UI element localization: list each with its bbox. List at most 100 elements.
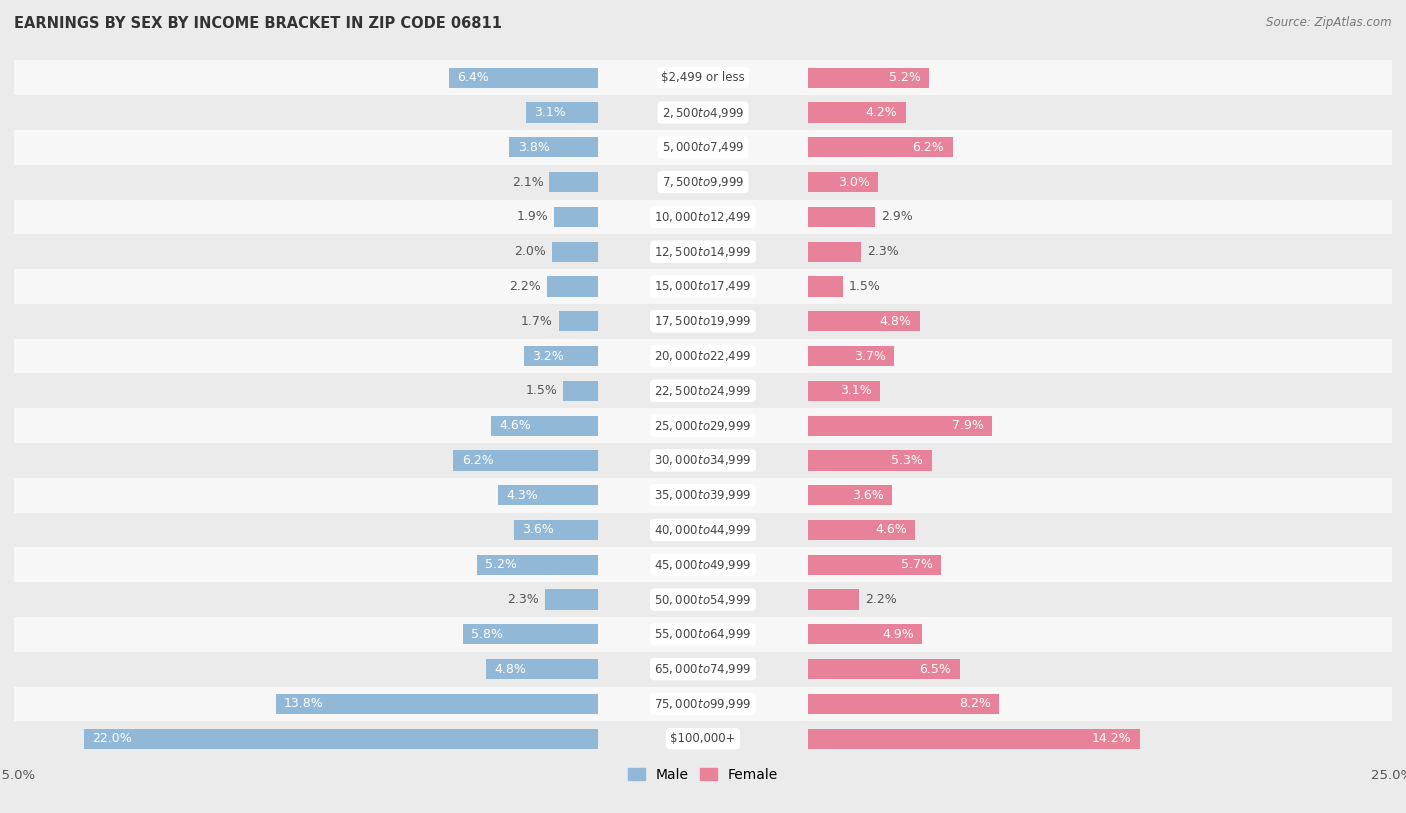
Text: 4.6%: 4.6% — [875, 524, 907, 537]
Text: 3.1%: 3.1% — [841, 385, 872, 398]
Bar — [807, 207, 876, 227]
Bar — [14, 234, 1392, 269]
Text: 5.3%: 5.3% — [891, 454, 924, 467]
Text: 3.0%: 3.0% — [838, 176, 869, 189]
Bar — [14, 95, 1392, 130]
Bar — [564, 380, 599, 401]
Bar — [807, 276, 842, 297]
Text: 7.9%: 7.9% — [952, 420, 984, 433]
Text: $65,000 to $74,999: $65,000 to $74,999 — [654, 662, 752, 676]
Bar — [550, 172, 599, 192]
Text: 4.2%: 4.2% — [866, 106, 897, 119]
Bar — [807, 728, 1139, 749]
Text: 3.7%: 3.7% — [853, 350, 886, 363]
Bar — [14, 443, 1392, 478]
Bar — [807, 102, 905, 123]
Bar — [807, 624, 922, 645]
Text: 13.8%: 13.8% — [284, 698, 323, 711]
Text: 6.2%: 6.2% — [461, 454, 494, 467]
Bar — [807, 380, 880, 401]
Bar — [807, 450, 932, 471]
Text: $35,000 to $39,999: $35,000 to $39,999 — [654, 488, 752, 502]
Bar — [544, 589, 599, 610]
Text: $100,000+: $100,000+ — [671, 733, 735, 746]
Text: 2.9%: 2.9% — [882, 211, 912, 224]
Bar — [498, 485, 599, 506]
Bar — [14, 582, 1392, 617]
Text: 6.5%: 6.5% — [920, 663, 952, 676]
Bar — [14, 686, 1392, 721]
Bar — [807, 415, 993, 436]
Bar — [453, 450, 599, 471]
Bar — [14, 60, 1392, 95]
Bar — [14, 547, 1392, 582]
Bar — [547, 276, 599, 297]
Bar — [14, 721, 1392, 756]
Text: $2,500 to $4,999: $2,500 to $4,999 — [662, 106, 744, 120]
Bar — [509, 137, 599, 158]
Bar — [807, 67, 929, 88]
Text: 22.0%: 22.0% — [93, 733, 132, 746]
Text: $12,500 to $14,999: $12,500 to $14,999 — [654, 245, 752, 259]
Text: 3.6%: 3.6% — [523, 524, 554, 537]
Text: 1.5%: 1.5% — [848, 280, 880, 293]
Bar — [14, 408, 1392, 443]
Text: 3.8%: 3.8% — [517, 141, 550, 154]
Bar — [558, 311, 599, 332]
Text: 5.7%: 5.7% — [901, 559, 932, 572]
Bar — [14, 199, 1392, 234]
Text: 4.8%: 4.8% — [495, 663, 526, 676]
Bar — [14, 130, 1392, 165]
Text: $5,000 to $7,499: $5,000 to $7,499 — [662, 141, 744, 154]
Text: 4.6%: 4.6% — [499, 420, 531, 433]
Bar — [14, 478, 1392, 512]
Text: 5.2%: 5.2% — [889, 72, 921, 85]
Text: $15,000 to $17,499: $15,000 to $17,499 — [654, 280, 752, 293]
Text: $50,000 to $54,999: $50,000 to $54,999 — [654, 593, 752, 606]
Bar — [14, 512, 1392, 547]
Text: $30,000 to $34,999: $30,000 to $34,999 — [654, 454, 752, 467]
Bar — [554, 207, 599, 227]
Bar — [14, 269, 1392, 304]
Bar — [515, 520, 599, 540]
Bar — [84, 728, 599, 749]
Legend: Male, Female: Male, Female — [623, 763, 783, 788]
Bar — [523, 346, 599, 366]
Text: $40,000 to $44,999: $40,000 to $44,999 — [654, 523, 752, 537]
Text: 14.2%: 14.2% — [1091, 733, 1132, 746]
Bar — [14, 652, 1392, 686]
Text: $10,000 to $12,499: $10,000 to $12,499 — [654, 210, 752, 224]
Bar — [807, 485, 891, 506]
Text: 2.1%: 2.1% — [512, 176, 544, 189]
Text: $2,499 or less: $2,499 or less — [661, 72, 745, 85]
Text: 4.9%: 4.9% — [882, 628, 914, 641]
Bar — [807, 241, 862, 262]
Text: $22,500 to $24,999: $22,500 to $24,999 — [654, 384, 752, 398]
Bar — [807, 346, 894, 366]
Bar — [807, 554, 941, 575]
Bar — [14, 304, 1392, 339]
Bar — [807, 137, 953, 158]
Bar — [526, 102, 599, 123]
Text: Source: ZipAtlas.com: Source: ZipAtlas.com — [1267, 16, 1392, 29]
Text: 3.2%: 3.2% — [531, 350, 564, 363]
Bar — [14, 165, 1392, 199]
Text: EARNINGS BY SEX BY INCOME BRACKET IN ZIP CODE 06811: EARNINGS BY SEX BY INCOME BRACKET IN ZIP… — [14, 16, 502, 31]
Bar — [276, 693, 599, 714]
Bar — [14, 373, 1392, 408]
Text: 2.0%: 2.0% — [515, 246, 546, 259]
Text: $20,000 to $22,499: $20,000 to $22,499 — [654, 349, 752, 363]
Bar — [14, 339, 1392, 373]
Bar — [491, 415, 599, 436]
Text: 2.2%: 2.2% — [509, 280, 541, 293]
Text: 5.8%: 5.8% — [471, 628, 503, 641]
Text: 6.2%: 6.2% — [912, 141, 945, 154]
Bar — [551, 241, 599, 262]
Bar — [807, 693, 1000, 714]
Text: $25,000 to $29,999: $25,000 to $29,999 — [654, 419, 752, 433]
Bar — [477, 554, 599, 575]
Text: $17,500 to $19,999: $17,500 to $19,999 — [654, 315, 752, 328]
Text: $75,000 to $99,999: $75,000 to $99,999 — [654, 697, 752, 711]
Text: 4.3%: 4.3% — [506, 489, 538, 502]
Bar — [807, 589, 859, 610]
